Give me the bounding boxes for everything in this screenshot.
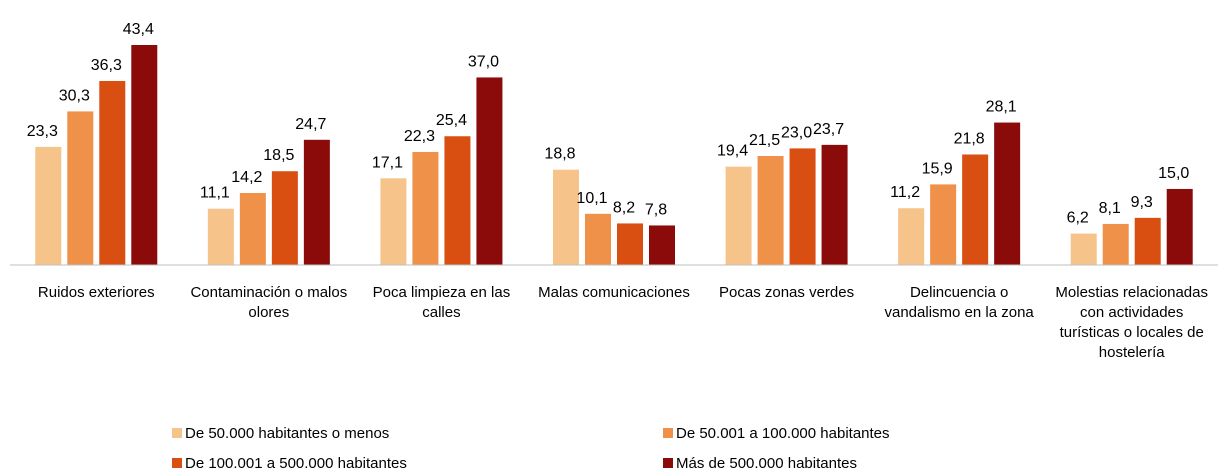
- x-tick-label: Poca limpieza en las calles: [372, 284, 511, 321]
- bar: [553, 169, 579, 265]
- x-tick-label: Contaminación o malos olores: [190, 284, 348, 321]
- data-label: 15,0: [1158, 165, 1189, 182]
- legend-label: De 100.001 a 500.000 habitantes: [185, 455, 407, 472]
- bar: [303, 139, 330, 265]
- x-tick-label: Ruidos exteriores: [37, 284, 155, 301]
- bar: [239, 193, 266, 265]
- legend-swatch: [663, 428, 673, 438]
- legend-label: Más de 500.000 habitantes: [676, 455, 857, 472]
- data-label: 36,3: [91, 57, 122, 74]
- bar: [789, 148, 816, 265]
- data-label: 11,2: [890, 184, 920, 201]
- legend-label: De 50.001 a 100.000 habitantes: [676, 425, 890, 442]
- data-label: 22,3: [404, 128, 435, 145]
- legend-swatch: [663, 458, 673, 468]
- x-tick-label: Delincuencia o vandalismo en la zona: [884, 284, 1034, 321]
- data-label: 30,3: [59, 87, 90, 104]
- x-tick-label: Pocas zonas verdes: [719, 284, 855, 301]
- x-tick-label: Molestias relacionadas con actividades t…: [1055, 284, 1208, 361]
- data-label: 21,5: [749, 132, 780, 149]
- bar: [99, 80, 126, 265]
- bar: [898, 208, 925, 265]
- bar: [649, 225, 675, 265]
- data-label: 28,1: [986, 99, 1017, 116]
- bar: [35, 146, 62, 265]
- data-label: 7,8: [645, 201, 667, 218]
- data-label: 43,4: [123, 21, 154, 38]
- data-label: 23,0: [781, 124, 812, 141]
- bar: [757, 156, 784, 265]
- data-label: 17,1: [372, 154, 403, 171]
- bar: [725, 166, 752, 265]
- x-tick-label: Malas comunicaciones: [538, 284, 690, 301]
- bar: [412, 151, 439, 265]
- bar: [930, 184, 957, 265]
- bar: [1070, 233, 1097, 265]
- data-label: 24,7: [295, 116, 326, 133]
- data-label: 6,2: [1067, 210, 1089, 227]
- bar: [1134, 217, 1161, 265]
- data-label: 9,3: [1131, 194, 1153, 211]
- bar: [994, 122, 1021, 265]
- bar: [617, 223, 643, 265]
- bar: [821, 144, 848, 265]
- data-label: 8,2: [613, 199, 635, 216]
- data-label: 37,0: [468, 53, 499, 70]
- bar: [585, 213, 611, 265]
- data-label: 14,2: [231, 169, 262, 186]
- data-label: 23,3: [27, 123, 58, 140]
- bar: [444, 136, 471, 265]
- data-label: 21,8: [954, 130, 985, 147]
- data-label: 8,1: [1099, 200, 1121, 217]
- data-label: 18,8: [544, 146, 575, 163]
- data-label: 15,9: [922, 160, 953, 177]
- data-label: 18,5: [263, 147, 294, 164]
- data-label: 11,1: [200, 185, 230, 202]
- bar: [962, 154, 989, 265]
- data-label: 23,7: [813, 121, 844, 138]
- legend-swatch: [172, 458, 182, 468]
- data-label: 25,4: [436, 112, 467, 129]
- data-label: 19,4: [717, 143, 748, 160]
- bar: [1102, 223, 1129, 265]
- bar: [1166, 188, 1193, 265]
- bar: [380, 178, 407, 265]
- legend-swatch: [172, 428, 182, 438]
- bar: [131, 45, 158, 265]
- bar: [207, 208, 234, 265]
- bar: [476, 77, 503, 265]
- data-label: 10,1: [576, 190, 607, 207]
- legend-label: De 50.000 habitantes o menos: [185, 425, 389, 442]
- bar: [271, 171, 298, 265]
- bar: [67, 111, 94, 265]
